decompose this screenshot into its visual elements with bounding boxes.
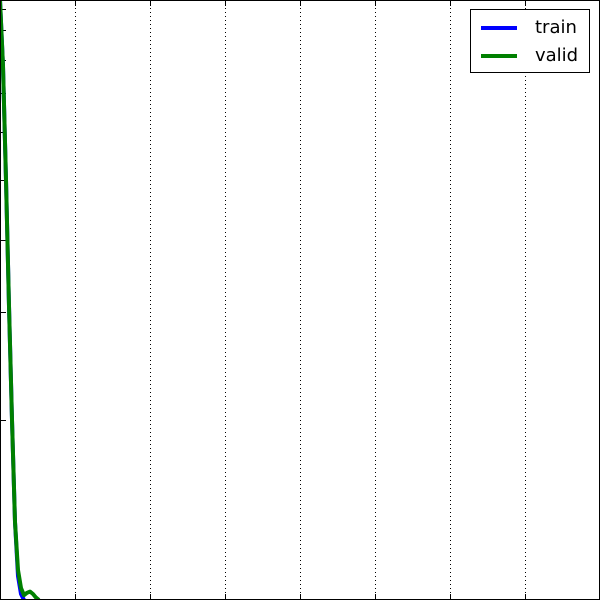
legend: train valid	[470, 9, 590, 73]
legend-swatch-train	[481, 26, 517, 30]
series-line-valid	[0, 0, 41, 600]
grid-lines	[75, 0, 526, 600]
axis-ticks	[0, 0, 526, 600]
legend-label-train: train	[535, 17, 577, 38]
legend-label-valid: valid	[535, 45, 579, 66]
legend-item-valid: valid	[471, 44, 589, 68]
legend-item-train: train	[471, 16, 589, 40]
series-layer	[0, 0, 41, 600]
legend-swatch-valid	[481, 54, 517, 58]
